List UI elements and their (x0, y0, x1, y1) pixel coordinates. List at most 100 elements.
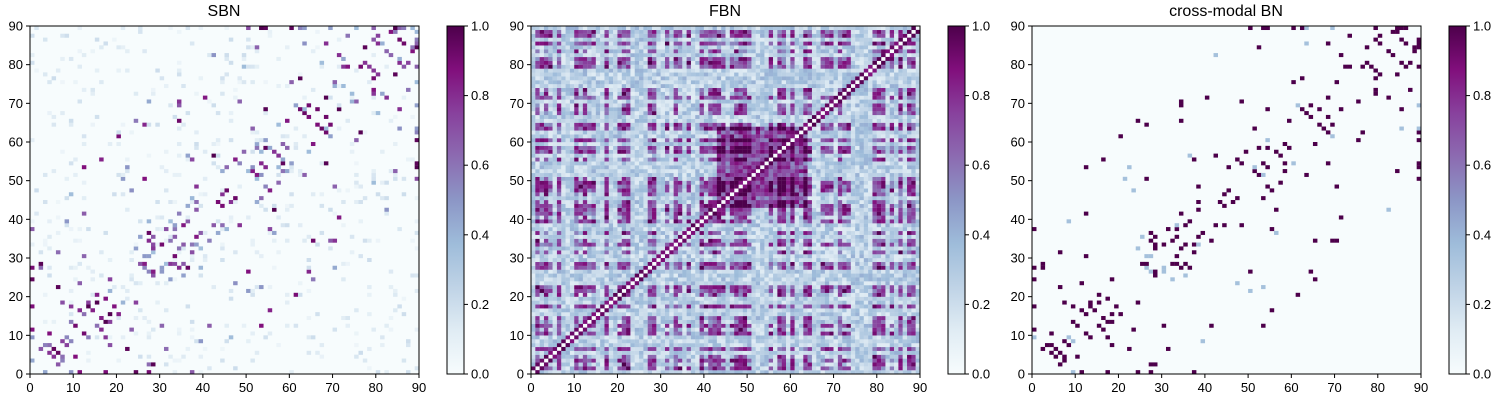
heatmap-cell (902, 230, 908, 235)
heatmap-cell (811, 370, 817, 375)
heatmap-cell (881, 304, 886, 309)
heatmap-cell (664, 227, 670, 232)
heatmap-cell (850, 327, 856, 332)
heatmap-cell (850, 250, 856, 255)
heatmap-cell (561, 312, 566, 317)
heatmap-cell (868, 258, 873, 263)
heatmap-cell (768, 261, 774, 266)
heatmap-cell (881, 312, 886, 317)
heatmap-cell (773, 288, 778, 293)
heatmap-cell (630, 273, 635, 278)
heatmap-cell (643, 246, 648, 251)
heatmap-cell (855, 219, 860, 224)
heatmap-cell (652, 288, 657, 293)
heatmap-cell (336, 37, 342, 42)
heatmap-cell (794, 242, 800, 247)
heatmap-cell (310, 335, 316, 340)
heatmap-cell (755, 346, 761, 351)
heatmap-cell (902, 288, 908, 293)
heatmap-cell (803, 219, 808, 224)
heatmap-cell (833, 215, 839, 220)
heatmap-cell (764, 327, 769, 332)
heatmap-cell (591, 366, 596, 371)
heatmap-cell (574, 192, 579, 197)
heatmap-cell (863, 273, 869, 278)
heatmap-cell (664, 331, 670, 336)
heatmap-cell (738, 343, 743, 348)
heatmap-cell (881, 323, 886, 328)
heatmap-cell (686, 370, 692, 375)
heatmap-cell (764, 343, 769, 348)
heatmap-cell (608, 234, 614, 239)
heatmap-cell (742, 230, 748, 235)
heatmap-cell (846, 250, 851, 255)
heatmap-cell (876, 335, 882, 340)
heatmap-cell (803, 288, 808, 293)
heatmap-cell (397, 37, 402, 42)
heatmap-cell (699, 354, 705, 359)
heatmap-cell (414, 80, 420, 85)
heatmap-cell (535, 269, 540, 274)
heatmap-cell (829, 258, 834, 263)
heatmap-cell (738, 258, 743, 263)
heatmap-cell (699, 277, 705, 282)
heatmap-cell (155, 68, 160, 73)
heatmap-cell (86, 227, 91, 232)
heatmap-cell (889, 261, 895, 266)
heatmap-cell (250, 169, 255, 174)
heatmap-cell (552, 370, 558, 375)
heatmap-cell (129, 250, 134, 255)
heatmap-cell (699, 343, 705, 348)
heatmap-cell (543, 227, 549, 232)
heatmap-cell (777, 258, 782, 263)
heatmap-cell (816, 308, 821, 313)
heatmap-cell (574, 366, 579, 371)
heatmap-cell (159, 76, 165, 81)
heatmap-cell (703, 339, 709, 344)
heatmap-cell (824, 292, 830, 297)
heatmap-cell (803, 292, 808, 297)
heatmap-cell (781, 246, 787, 251)
heatmap-cell (708, 230, 713, 235)
heatmap-cell (738, 327, 743, 332)
heatmap-cell (643, 292, 648, 297)
heatmap-cell (734, 261, 739, 266)
heatmap-cell (319, 64, 325, 69)
heatmap-cell (850, 288, 856, 293)
heatmap-cell (535, 323, 540, 328)
heatmap-cell (664, 258, 670, 263)
heatmap-cell (773, 246, 778, 251)
heatmap-cells-fbn (531, 26, 921, 375)
heatmap-cell (894, 207, 899, 212)
heatmap-cell (786, 254, 791, 259)
heatmap-cell (263, 184, 268, 189)
heatmap-cell (639, 203, 644, 208)
heatmap-cell (621, 339, 627, 344)
heatmap-cell (228, 288, 234, 293)
heatmap-cell (786, 281, 791, 286)
heatmap-cell (833, 296, 839, 301)
heatmap-cell (574, 242, 579, 247)
heatmap-cell (708, 215, 713, 220)
heatmap-cell (634, 261, 640, 266)
heatmap-cell (889, 269, 895, 274)
heatmap-cell (842, 269, 847, 274)
heatmap-cell (703, 265, 709, 270)
heatmap-cell (172, 370, 178, 375)
heatmap-cell (112, 285, 117, 290)
heatmap-cell (807, 207, 813, 212)
heatmap-cell (682, 238, 687, 243)
heatmap-cell (876, 234, 882, 239)
heatmap-cell (643, 215, 648, 220)
heatmap-cell (591, 304, 596, 309)
heatmap-cell (837, 304, 843, 309)
heatmap-cell (613, 319, 618, 324)
heatmap-cell (556, 211, 562, 216)
heatmap-cell (673, 354, 679, 359)
heatmap-cell (543, 211, 549, 216)
heatmap-cell (790, 288, 795, 293)
heatmap-cell (660, 265, 666, 270)
heatmap-cell (816, 238, 821, 243)
heatmap-cell (876, 358, 882, 363)
heatmap-cell (773, 343, 778, 348)
